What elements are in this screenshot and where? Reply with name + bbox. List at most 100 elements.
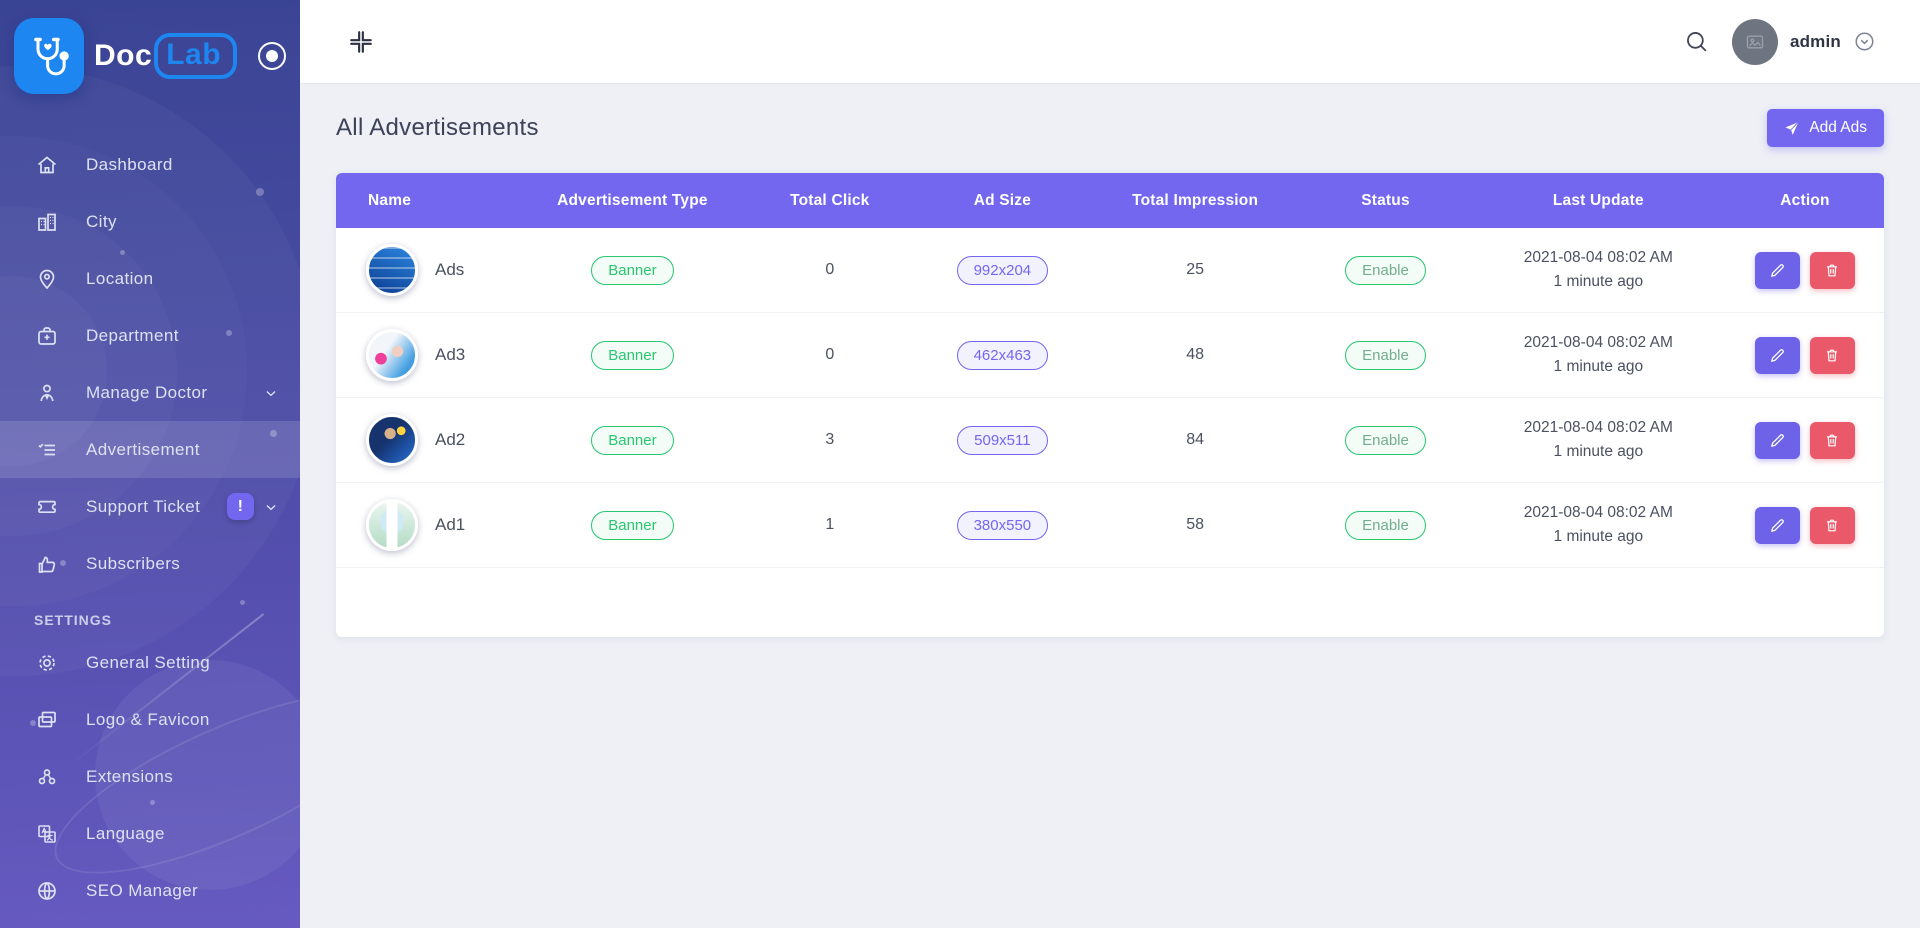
buildings-icon — [34, 209, 60, 235]
sidebar-collapse-button[interactable] — [346, 27, 376, 57]
last-update-timestamp: 2021-08-04 08:02 AM — [1523, 333, 1673, 351]
ad-size-badge: 992x204 — [956, 255, 1049, 285]
table-header-row: Name Advertisement Type Total Click Ad S… — [336, 173, 1884, 228]
delete-button[interactable] — [1809, 421, 1855, 459]
ad-type-badge: Banner — [591, 255, 674, 285]
ad-name: Ads — [435, 260, 465, 279]
table-row: Ad2 Banner 3 509x511 84 Enable 2021-08-0… — [336, 398, 1884, 483]
delete-icon — [1827, 349, 1838, 361]
sidebar-item-label: City — [86, 211, 117, 231]
sidebar-item-manage-doctor[interactable]: Manage Doctor — [0, 364, 300, 421]
ad-name: Ad3 — [435, 345, 466, 364]
search-button[interactable] — [1683, 28, 1710, 55]
thumb-up-icon — [34, 551, 60, 577]
add-ads-label: Add Ads — [1809, 119, 1867, 136]
main-area: admin All Advertisements Add Ads Name Ad… — [300, 0, 1920, 928]
top-header: admin — [300, 0, 1920, 83]
table-row: Ad3 Banner 0 462x463 48 Enable 2021-08-0… — [336, 313, 1884, 398]
globe-icon — [34, 878, 60, 904]
map-pin-icon — [34, 266, 60, 292]
delete-button[interactable] — [1809, 251, 1855, 289]
ad-type-badge: Banner — [591, 340, 674, 370]
username: admin — [1789, 31, 1841, 51]
chevron-down-icon — [1855, 32, 1874, 51]
brand-name-doc: Doc — [94, 39, 153, 72]
brand-name: Doc Lab — [94, 33, 238, 79]
total-impression-value: 48 — [1186, 346, 1204, 363]
total-click-value: 3 — [825, 431, 835, 448]
delete-icon — [1827, 264, 1838, 276]
last-update-relative: 1 minute ago — [1553, 528, 1644, 545]
ad-thumbnail-image — [366, 499, 418, 551]
edit-button[interactable] — [1754, 251, 1800, 289]
total-click-value: 1 — [825, 516, 835, 533]
send-icon — [1785, 121, 1799, 135]
sidebar-item-label: General Setting — [86, 652, 211, 672]
search-icon — [1686, 32, 1707, 52]
ad-type-badge: Banner — [591, 425, 674, 455]
sidebar-item-label: Language — [86, 823, 165, 843]
user-menu[interactable]: admin — [1731, 18, 1876, 65]
edit-button[interactable] — [1754, 506, 1800, 544]
total-impression-value: 84 — [1186, 431, 1204, 448]
edit-button[interactable] — [1754, 421, 1800, 459]
delete-button[interactable] — [1809, 506, 1855, 544]
sidebar-item-advertisement[interactable]: Advertisement — [0, 421, 300, 478]
column-header-total-impression: Total Impression — [1132, 191, 1259, 209]
sidebar-item-seo-manager[interactable]: SEO Manager — [0, 862, 300, 919]
sidebar-nav: Dashboard City Location Department — [0, 136, 300, 919]
sidebar-item-label: Subscribers — [86, 553, 181, 573]
page-title: All Advertisements — [336, 114, 539, 141]
stethoscope-logo-icon — [14, 18, 84, 94]
sidebar-item-department[interactable]: Department — [0, 307, 300, 364]
sidebar-item-subscribers[interactable]: Subscribers — [0, 535, 300, 592]
translate-icon — [34, 821, 60, 847]
medical-bag-icon — [34, 323, 60, 349]
add-ads-button[interactable]: Add Ads — [1767, 109, 1884, 147]
layered-windows-icon — [34, 707, 60, 733]
avatar-placeholder-icon — [1746, 35, 1764, 48]
sidebar-item-logo-favicon[interactable]: Logo & Favicon — [0, 691, 300, 748]
sidebar-item-label: Manage Doctor — [86, 382, 208, 402]
ad-size-badge: 509x511 — [957, 425, 1048, 455]
sidebar: Doc Lab Dashboard City — [0, 0, 300, 928]
table-row: Ads Banner 0 992x204 25 Enable 2021-08-0… — [336, 228, 1884, 313]
edit-button[interactable] — [1754, 336, 1800, 374]
sidebar-item-location[interactable]: Location — [0, 250, 300, 307]
status-badge: Enable — [1345, 425, 1426, 455]
doctor-icon — [34, 380, 60, 406]
last-update-timestamp: 2021-08-04 08:02 AM — [1523, 503, 1673, 521]
sidebar-item-language[interactable]: Language — [0, 805, 300, 862]
table-footer-spacer — [336, 568, 1884, 637]
delete-button[interactable] — [1809, 336, 1855, 374]
sidebar-item-support-ticket[interactable]: Support Ticket ! — [0, 478, 300, 535]
sidebar-item-label: Department — [86, 325, 179, 345]
brand-name-lab: Lab — [154, 33, 238, 79]
delete-icon — [1827, 519, 1838, 531]
chevron-down-icon — [264, 386, 278, 400]
sidebar-item-label: SEO Manager — [86, 880, 199, 900]
column-header-status: Status — [1361, 191, 1410, 209]
sidebar-item-label: Location — [86, 268, 154, 288]
total-click-value: 0 — [825, 261, 835, 278]
edit-icon — [1770, 263, 1784, 277]
sidebar-pin-toggle[interactable] — [258, 42, 286, 70]
list-check-icon — [34, 437, 60, 463]
content-area: All Advertisements Add Ads Name Advertis… — [300, 83, 1920, 928]
sidebar-item-label: Support Ticket — [86, 496, 201, 516]
home-icon — [34, 152, 60, 178]
sidebar-item-extensions[interactable]: Extensions — [0, 748, 300, 805]
ad-type-badge: Banner — [591, 510, 674, 540]
ad-size-badge: 380x550 — [956, 510, 1049, 540]
last-update-relative: 1 minute ago — [1553, 358, 1644, 375]
sidebar-item-dashboard[interactable]: Dashboard — [0, 136, 300, 193]
sidebar-item-label: Extensions — [86, 766, 174, 786]
gear-icon — [34, 650, 60, 676]
sidebar-item-city[interactable]: City — [0, 193, 300, 250]
chevron-down-icon — [264, 500, 278, 514]
status-badge: Enable — [1345, 510, 1426, 540]
sidebar-item-general-setting[interactable]: General Setting — [0, 634, 300, 691]
ad-name: Ad2 — [435, 430, 466, 449]
brand-logo[interactable]: Doc Lab — [0, 0, 300, 112]
status-badge: Enable — [1345, 255, 1426, 285]
